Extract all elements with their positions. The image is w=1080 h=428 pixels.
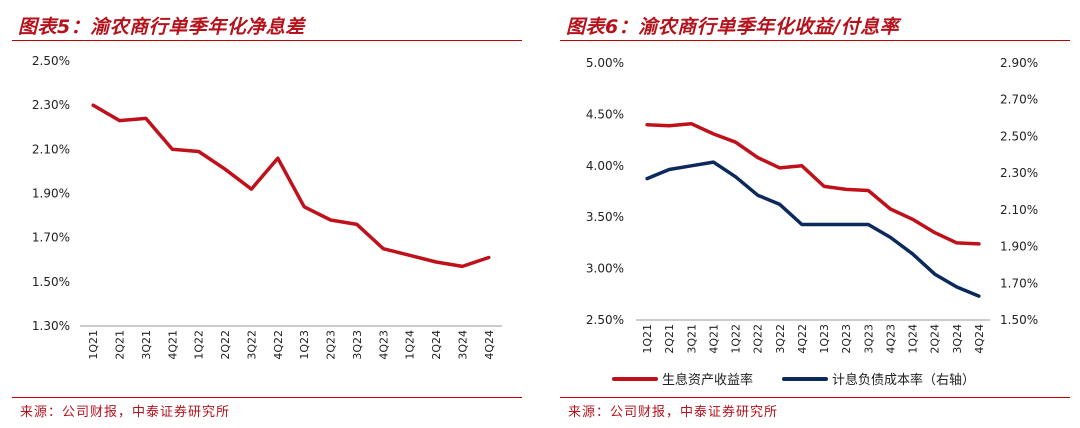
x-tick-label: 1Q21 <box>641 324 654 354</box>
source-note: 来源：公司财报，中泰证券研究所 <box>568 405 779 420</box>
y-tick-label: 2.50% <box>32 54 70 68</box>
x-tick-label: 1Q22 <box>730 324 743 354</box>
y-right-tick-label: 1.90% <box>1000 240 1038 254</box>
x-tick-label: 4Q22 <box>272 330 285 360</box>
x-tick-label: 4Q21 <box>707 324 720 354</box>
source-note: 来源：公司财报，中泰证券研究所 <box>20 405 231 420</box>
y-tick-label: 1.90% <box>32 187 70 201</box>
series-line-nim <box>91 103 491 269</box>
x-tick-label: 4Q21 <box>166 330 179 360</box>
y-right-tick-label: 2.30% <box>1000 166 1038 180</box>
x-tick-label: 1Q23 <box>818 324 831 354</box>
y-right-tick-label: 1.70% <box>1000 276 1038 290</box>
x-tick-label: 2Q24 <box>929 324 942 354</box>
legend-label-cost: 计息负债成本率（右轴） <box>832 372 975 388</box>
x-tick-label: 4Q22 <box>796 324 809 354</box>
x-tick-label: 3Q23 <box>351 330 364 360</box>
x-tick-label: 3Q24 <box>951 324 964 354</box>
y-tick-label: 1.50% <box>32 275 70 289</box>
x-tick-label: 3Q21 <box>140 330 153 360</box>
x-tick-label: 2Q22 <box>752 324 765 354</box>
x-tick-label: 4Q23 <box>377 330 390 360</box>
title-rule <box>12 40 522 41</box>
y-right-tick-label: 2.10% <box>1000 203 1038 217</box>
chart-title: 图表5：渝农商行单季年化净息差 <box>18 16 305 38</box>
x-tick-label: 2Q24 <box>430 330 443 360</box>
x-tick-label: 3Q23 <box>862 324 875 354</box>
x-tick-label: 4Q24 <box>483 330 496 360</box>
x-tick-label: 1Q21 <box>87 330 100 360</box>
y-tick-label: 1.30% <box>32 319 70 333</box>
y-left-tick-label: 3.00% <box>586 262 624 276</box>
series-line-yield <box>645 121 981 246</box>
x-tick-label: 3Q22 <box>774 324 787 354</box>
source-rule <box>560 397 1070 398</box>
x-tick-label: 1Q23 <box>298 330 311 360</box>
y-tick-label: 2.10% <box>32 142 70 156</box>
chart-panel-nim: 图表5：渝农商行单季年化净息差 2.50% 2.30% 2.10% 1.90% 1.70… <box>0 0 536 428</box>
yield-cost-chart: 5.00% 4.50% 4.00% 3.50% 3.00% 2.50% 2.90% 2.70%… <box>586 56 1038 388</box>
y-right-tick-label: 1.50% <box>1000 313 1038 327</box>
x-tick-label: 2Q21 <box>663 324 676 354</box>
y-left-tick-label: 4.50% <box>586 107 624 121</box>
y-right-tick-label: 2.50% <box>1000 129 1038 143</box>
x-tick-label: 1Q24 <box>404 330 417 360</box>
x-tick-label: 3Q24 <box>456 330 469 360</box>
chart-title: 图表6：渝农商行单季年化收益/付息率 <box>566 16 900 38</box>
chart-panel-yield-cost: 图表6：渝农商行单季年化收益/付息率 5.00% 4.50% 4.00% 3.50% 3… <box>548 0 1080 428</box>
y-left-tick-label: 4.00% <box>586 159 624 173</box>
x-tick-label: 1Q24 <box>907 324 920 354</box>
title-rule <box>560 40 1070 41</box>
x-tick-label: 2Q21 <box>114 330 127 360</box>
x-tick-label: 4Q23 <box>884 324 897 354</box>
legend-label-yield: 生息资产收益率 <box>662 372 753 388</box>
y-left-tick-label: 5.00% <box>586 56 624 70</box>
source-rule <box>12 397 522 398</box>
y-tick-label: 2.30% <box>32 98 70 112</box>
y-left-tick-label: 3.50% <box>586 210 624 224</box>
x-tick-label: 2Q22 <box>219 330 232 360</box>
x-tick-label: 2Q23 <box>325 330 338 360</box>
y-left-tick-label: 2.50% <box>586 313 624 327</box>
x-tick-label: 2Q23 <box>840 324 853 354</box>
x-tick-label: 3Q22 <box>245 330 258 360</box>
series-line-cost <box>645 160 981 298</box>
x-tick-label: 4Q24 <box>973 324 986 354</box>
y-tick-label: 1.70% <box>32 231 70 245</box>
x-tick-label: 1Q22 <box>193 330 206 360</box>
nim-chart: 2.50% 2.30% 2.10% 1.90% 1.70% 1.50% 1.30% 1Q21 2… <box>32 54 502 360</box>
y-right-tick-label: 2.70% <box>1000 93 1038 107</box>
x-tick-label: 3Q21 <box>685 324 698 354</box>
y-right-tick-label: 2.90% <box>1000 56 1038 70</box>
